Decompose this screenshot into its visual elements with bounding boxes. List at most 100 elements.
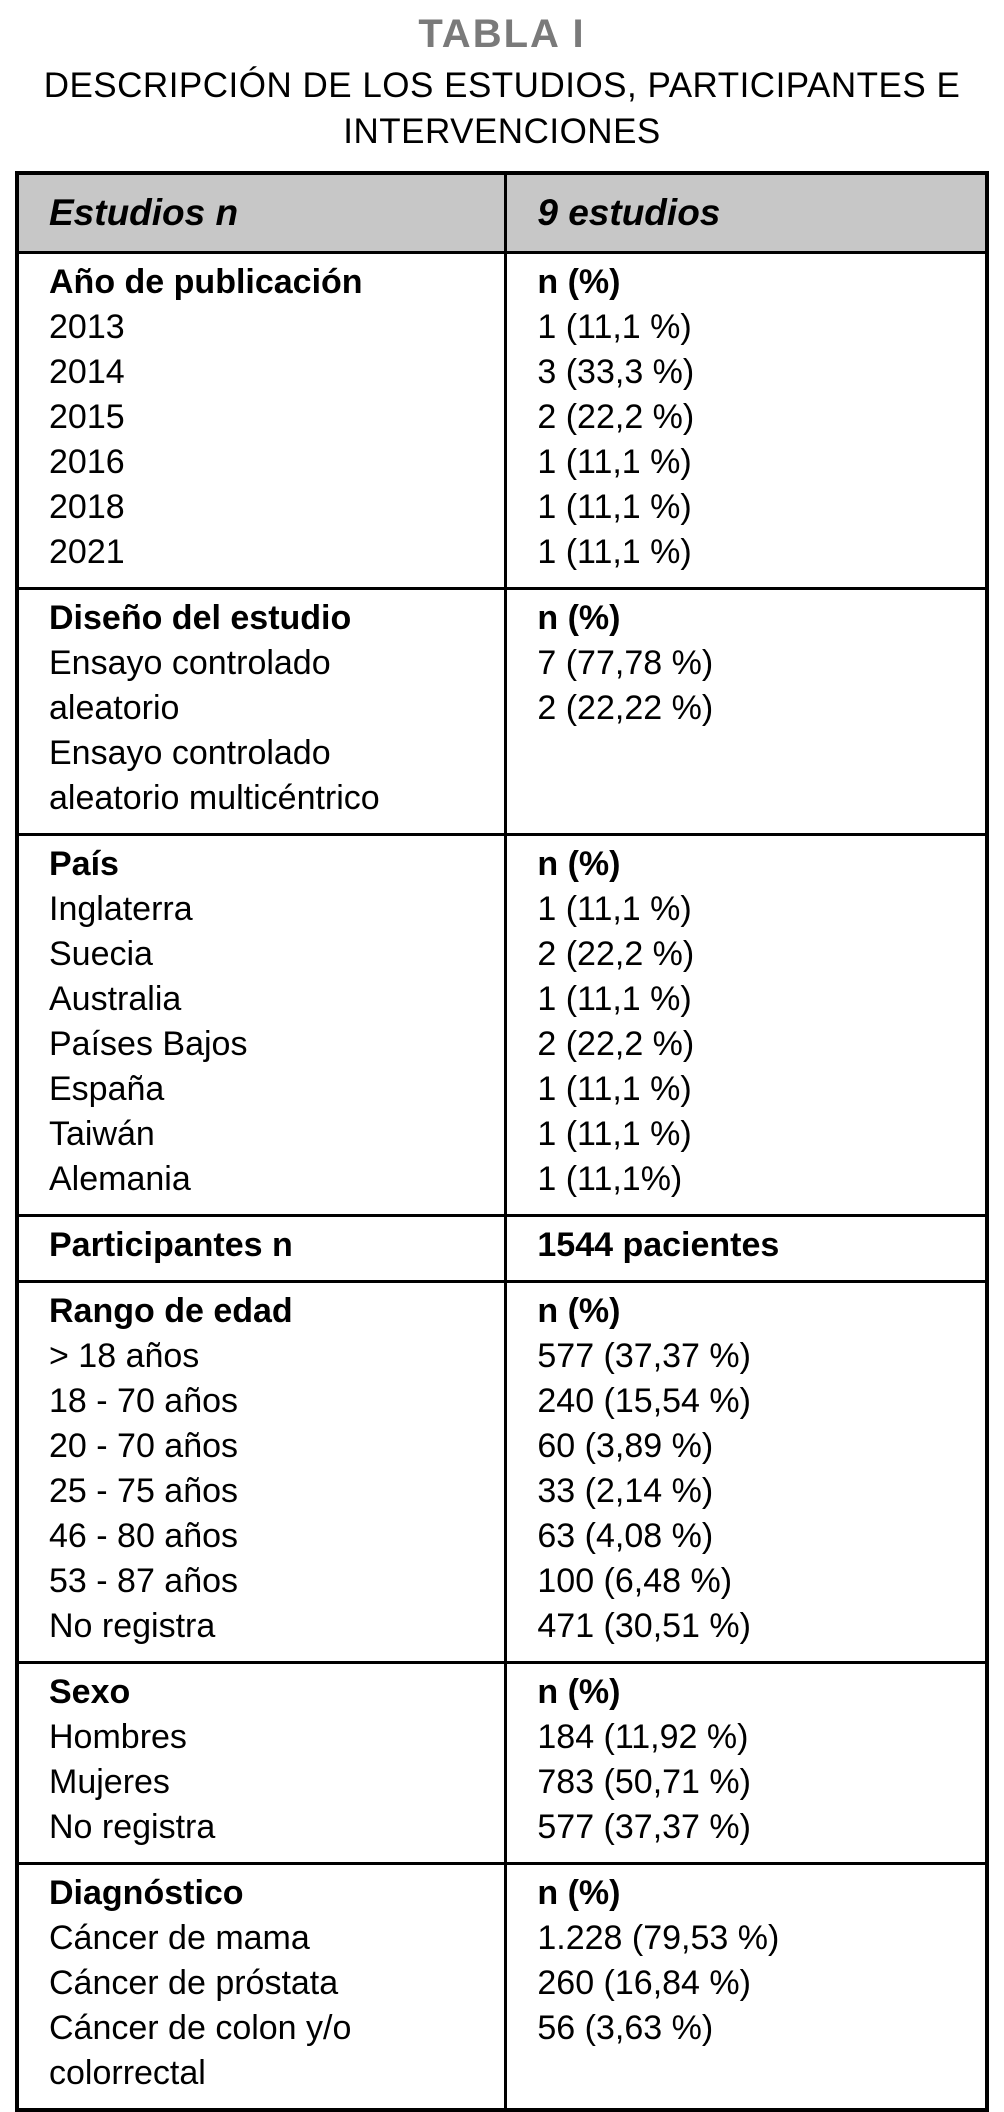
row-label: 2013 bbox=[49, 308, 125, 347]
row-label: 2021 bbox=[49, 533, 125, 572]
table-row-diagnostico: Diagnóstico Cáncer de mama Cáncer de próst… bbox=[17, 1862, 987, 2111]
row-label: 2014 bbox=[49, 353, 125, 392]
header-cell-estudios: Estudios n bbox=[15, 171, 508, 255]
table-subtitle: DESCRIPCIÓN DE LOS ESTUDIOS, PARTICIPANT… bbox=[43, 66, 961, 152]
row-value: 783 (50,71 %) bbox=[537, 1763, 751, 1802]
row-value: 577 (37,37 %) bbox=[537, 1808, 751, 1847]
row-label: 2018 bbox=[49, 488, 125, 527]
row-value: 260 (16,84 %) bbox=[537, 1964, 751, 2003]
table-row-ano-de-publicacion: Año de publicación 2013 2014 2015 2016 2018 20… bbox=[17, 251, 987, 589]
row-value: 1 (11,1 %) bbox=[537, 533, 692, 572]
row-label: No registra bbox=[49, 1808, 216, 1847]
cell-ano-de-publicacion-right: n (%) 1 (11,1 %) 3 (33,3 %) 2 (22,2 %) 1 (11… bbox=[504, 251, 987, 589]
row-value: n (%) bbox=[537, 599, 621, 638]
row-label: Suecia bbox=[49, 935, 153, 974]
cell-diagnostico-right: n (%) 1.228 (79,53 %) 260 (16,84 %) 56 (3,6… bbox=[504, 1862, 987, 2111]
row-label: Hombres bbox=[49, 1718, 187, 1757]
row-value: 184 (11,92 %) bbox=[537, 1718, 749, 1757]
row-value: n (%) bbox=[537, 845, 621, 884]
row-value: 1 (11,1 %) bbox=[537, 443, 692, 482]
row-value: 1 (11,1 %) bbox=[537, 890, 692, 929]
table-header-row: Estudios n 9 estudios bbox=[15, 171, 989, 255]
table-title: TABLA I bbox=[418, 12, 586, 56]
cell-rango-de-edad-right: n (%) 577 (37,37 %) 240 (15,54 %) 60 (3,89 … bbox=[504, 1280, 987, 1663]
cell-diagnostico-left: Diagnóstico Cáncer de mama Cáncer de próst… bbox=[17, 1862, 506, 2111]
row-label: 2015 bbox=[49, 398, 125, 437]
cell-ano-de-publicacion-left: Año de publicación 2013 2014 2015 2016 2018 20… bbox=[17, 251, 506, 589]
row-label: Alemania bbox=[49, 1160, 191, 1199]
row-label: Ensayo controlado bbox=[49, 644, 331, 683]
row-label: País bbox=[49, 845, 119, 884]
row-value: 63 (4,08 %) bbox=[537, 1517, 714, 1556]
row-value: 1 (11,1 %) bbox=[537, 488, 692, 527]
row-value: 1 (11,1%) bbox=[537, 1160, 683, 1199]
table-body: Año de publicación 2013 2014 2015 2016 2018 20… bbox=[17, 251, 987, 2111]
table-row-diseno-del-estudio: Diseño del estudio Ensayo controlado aleat… bbox=[17, 587, 987, 835]
row-value: 2 (22,22 %) bbox=[537, 689, 714, 728]
row-label: Participantes n bbox=[49, 1226, 293, 1265]
row-label: Año de publicación bbox=[49, 263, 363, 302]
cell-participantes-right: 1544 pacientes bbox=[504, 1214, 987, 1282]
cell-pais-left: País Inglaterra Suecia Australia Países Bajo… bbox=[17, 833, 506, 1216]
cell-rango-de-edad-left: Rango de edad > 18 años 18 - 70 años 20 - 7… bbox=[17, 1280, 506, 1663]
row-label: Sexo bbox=[49, 1673, 131, 1712]
row-label: Países Bajos bbox=[49, 1025, 248, 1064]
row-label: Cáncer de mama bbox=[49, 1919, 310, 1958]
row-label: Australia bbox=[49, 980, 182, 1019]
row-value: n (%) bbox=[537, 263, 621, 302]
row-label: 20 - 70 años bbox=[49, 1427, 239, 1466]
row-label: Inglaterra bbox=[49, 890, 193, 929]
table-row-rango-de-edad: Rango de edad > 18 años 18 - 70 años 20 - 7… bbox=[17, 1280, 987, 1663]
row-label: No registra bbox=[49, 1607, 216, 1646]
row-label: Cáncer de próstata bbox=[49, 1964, 339, 2003]
cell-diseno-del-estudio-left: Diseño del estudio Ensayo controlado aleat… bbox=[17, 587, 506, 835]
row-label: España bbox=[49, 1070, 165, 1109]
row-value: 1 (11,1 %) bbox=[537, 1070, 692, 1109]
row-value: 3 (33,3 %) bbox=[537, 353, 695, 392]
row-label: Diagnóstico bbox=[49, 1874, 244, 1913]
cell-diseno-del-estudio-right: n (%) 7 (77,78 %) 2 (22,22 %) bbox=[504, 587, 987, 835]
row-label: 2016 bbox=[49, 443, 125, 482]
table-row-pais: País Inglaterra Suecia Australia Países Bajo… bbox=[17, 833, 987, 1216]
row-label: > 18 años bbox=[49, 1337, 200, 1376]
row-value: 577 (37,37 %) bbox=[537, 1337, 751, 1376]
row-value: 56 (3,63 %) bbox=[537, 2009, 714, 2048]
table-row-sexo: Sexo Hombres Mujeres No registra n (%) 184 (1… bbox=[17, 1661, 987, 1864]
row-value: 2 (22,2 %) bbox=[537, 1025, 695, 1064]
row-label: Ensayo controlado bbox=[49, 734, 331, 773]
row-label: colorrectal bbox=[49, 2054, 206, 2093]
row-value: 2 (22,2 %) bbox=[537, 935, 695, 974]
row-value: 60 (3,89 %) bbox=[537, 1427, 714, 1466]
row-label: Mujeres bbox=[49, 1763, 170, 1802]
cell-participantes-left: Participantes n bbox=[17, 1214, 506, 1282]
row-value: n (%) bbox=[537, 1673, 621, 1712]
row-label: 53 - 87 años bbox=[49, 1562, 239, 1601]
row-label: 18 - 70 años bbox=[49, 1382, 239, 1421]
row-label: 25 - 75 años bbox=[49, 1472, 239, 1511]
row-label: aleatorio multicéntrico bbox=[49, 779, 380, 818]
row-label: Rango de edad bbox=[49, 1292, 293, 1331]
header-cell-total: 9 estudios bbox=[504, 171, 989, 255]
row-value: 1 (11,1 %) bbox=[537, 980, 692, 1019]
row-label: Cáncer de colon y/o bbox=[49, 2009, 352, 2048]
table-row-participantes: Participantes n 1544 pacientes bbox=[17, 1214, 987, 1282]
cell-pais-right: n (%) 1 (11,1 %) 2 (22,2 %) 1 (11,1 %) 2 (22… bbox=[504, 833, 987, 1216]
row-value: 1544 pacientes bbox=[537, 1226, 780, 1265]
row-value: 7 (77,78 %) bbox=[537, 644, 714, 683]
row-label: 46 - 80 años bbox=[49, 1517, 239, 1556]
cell-sexo-left: Sexo Hombres Mujeres No registra bbox=[17, 1661, 506, 1864]
row-label: Diseño del estudio bbox=[49, 599, 352, 638]
row-value: 100 (6,48 %) bbox=[537, 1562, 733, 1601]
row-label: Taiwán bbox=[49, 1115, 155, 1154]
row-value: 1 (11,1 %) bbox=[537, 308, 692, 347]
cell-sexo-right: n (%) 184 (11,92 %) 783 (50,71 %) 577 (37,3… bbox=[504, 1661, 987, 1864]
row-value: 240 (15,54 %) bbox=[537, 1382, 751, 1421]
row-value: n (%) bbox=[537, 1874, 621, 1913]
row-value: n (%) bbox=[537, 1292, 621, 1331]
row-value: 2 (22,2 %) bbox=[537, 398, 695, 437]
description-table: Estudios n 9 estudios Año de publicación… bbox=[15, 171, 989, 2112]
row-value: 1.228 (79,53 %) bbox=[537, 1919, 780, 1958]
row-label: aleatorio bbox=[49, 689, 180, 728]
row-value: 471 (30,51 %) bbox=[537, 1607, 751, 1646]
